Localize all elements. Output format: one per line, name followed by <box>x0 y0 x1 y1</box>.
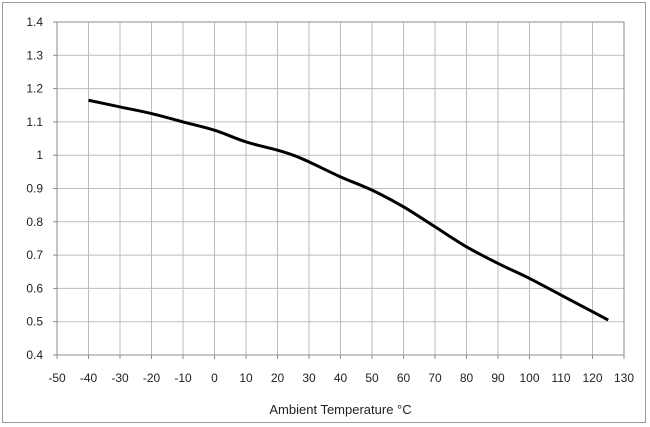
x-tick-label: -50 <box>48 371 66 385</box>
series-line <box>88 98 609 322</box>
x-axis-title: Ambient Temperature °C <box>269 402 411 417</box>
x-tick-label: 70 <box>428 371 442 385</box>
x-tick-label: 0 <box>211 371 218 385</box>
y-tick-label: 1.4 <box>26 15 43 29</box>
x-tick-label: 50 <box>365 371 379 385</box>
grid <box>53 21 625 359</box>
x-axis-ticks: -50 -40 -30 -20 -10 0 10 20 30 40 50 60 70 80 90 100 110… <box>48 371 634 385</box>
x-tick-label: -20 <box>143 371 161 385</box>
x-tick-label: -30 <box>111 371 129 385</box>
y-axis-ticks: 0.4 0.5 0.6 0.7 0.8 0.9 1 1.1 1.2 1.3 1.4 <box>26 15 43 362</box>
x-tick-label: 30 <box>302 371 316 385</box>
x-tick-label: -10 <box>174 371 192 385</box>
y-tick-label: 0.6 <box>26 281 43 295</box>
x-tick-label: 100 <box>519 371 539 385</box>
y-tick-label: 1.3 <box>26 48 43 62</box>
series-group <box>88 98 609 322</box>
x-tick-label: 40 <box>334 371 348 385</box>
x-tick-label: 20 <box>271 371 285 385</box>
y-tick-label: 1.1 <box>26 115 43 129</box>
y-tick-label: 0.5 <box>26 315 43 329</box>
y-tick-label: 1 <box>36 148 43 162</box>
x-tick-label: 60 <box>397 371 411 385</box>
x-tick-label: 120 <box>582 371 602 385</box>
y-tick-label: 1.2 <box>26 82 43 96</box>
x-tick-label: 10 <box>239 371 253 385</box>
y-tick-label: 0.7 <box>26 248 43 262</box>
chart-frame <box>2 2 646 423</box>
y-tick-label: 0.8 <box>26 215 43 229</box>
x-tick-label: 90 <box>491 371 505 385</box>
y-tick-label: 0.4 <box>26 348 43 362</box>
x-tick-label: 80 <box>460 371 474 385</box>
x-tick-label: 110 <box>551 371 570 385</box>
y-tick-label: 0.9 <box>26 182 43 196</box>
x-tick-label: 130 <box>614 371 634 385</box>
x-tick-label: -40 <box>80 371 98 385</box>
plot-area <box>56 21 625 356</box>
